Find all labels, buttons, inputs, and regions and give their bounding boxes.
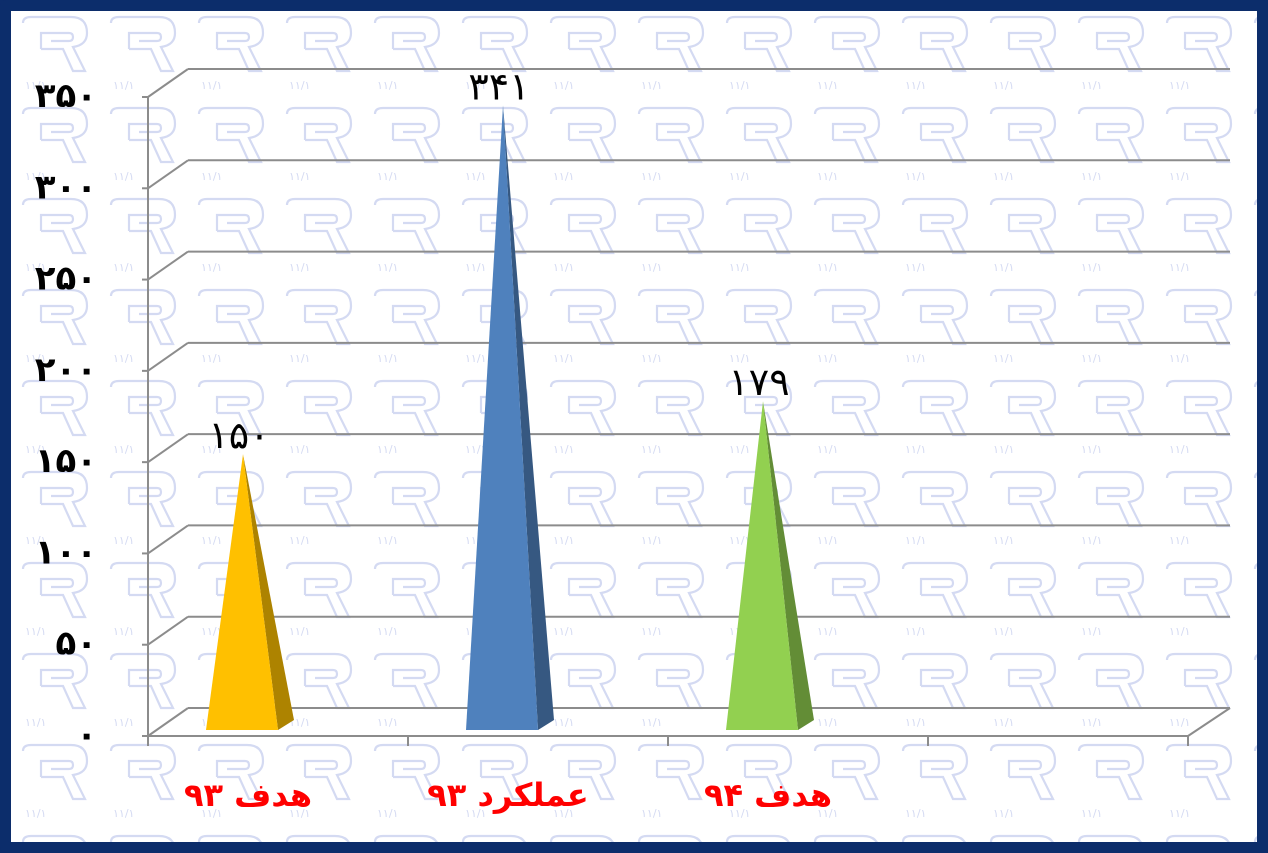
y-tick-label: ۲۵۰ — [35, 259, 97, 299]
bar — [466, 105, 554, 731]
y-tick-label: ۲۰۰ — [35, 350, 97, 390]
bar-front-face — [466, 105, 538, 731]
y-tick-label: ۱۵۰ — [35, 441, 97, 481]
labels: ۰ ۵۰ ۱۰۰ ۱۵۰ ۲۰۰ ۲۵۰ ۳۰۰ ۳۵۰ ۱۵۰ هدف ۹۳ ۳۴۱ عملکرد … — [35, 64, 832, 814]
bar-front-face — [726, 401, 798, 730]
x-category-label: هدف ۹۴ — [704, 776, 832, 814]
gridline-depth — [147, 707, 189, 737]
bar-side-face — [243, 454, 294, 730]
floor-edge — [1187, 707, 1231, 737]
bar — [726, 401, 814, 730]
gridline-depth — [147, 615, 189, 646]
bar-side-face — [503, 105, 554, 731]
gridline-depth — [147, 68, 189, 98]
gridline-depth — [147, 342, 189, 372]
gridline-depth — [147, 250, 189, 281]
axes — [142, 96, 1189, 746]
data-label: ۱۷۹ — [728, 360, 789, 404]
gridline-depth — [147, 159, 189, 190]
bar-front-face — [206, 454, 278, 730]
data-label: ۱۵۰ — [208, 413, 269, 457]
x-category-label: عملکرد ۹۳ — [427, 776, 589, 814]
gridlines — [147, 68, 1231, 737]
bar — [206, 454, 294, 730]
y-tick-label: ۰ — [76, 715, 97, 755]
bars — [206, 105, 814, 731]
y-tick-label: ۱۰۰ — [35, 532, 97, 572]
y-tick-label: ۳۵۰ — [35, 76, 97, 116]
y-tick-label: ۵۰ — [55, 624, 97, 664]
y-tick-label: ۳۰۰ — [35, 167, 97, 207]
bar-side-face — [763, 401, 814, 730]
watermark-background — [11, 11, 1257, 842]
x-category-label: هدف ۹۳ — [184, 776, 312, 814]
data-label: ۳۴۱ — [468, 64, 529, 108]
gridline-depth — [147, 433, 189, 463]
gridline-depth — [147, 524, 189, 555]
